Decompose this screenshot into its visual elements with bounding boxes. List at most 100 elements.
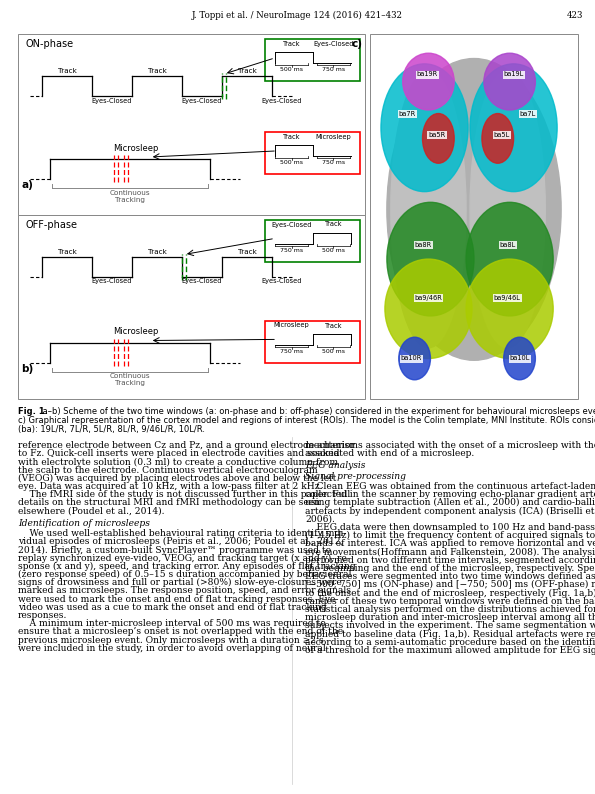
Text: performed on two different time intervals, segmented according to: performed on two different time interval… (305, 556, 595, 565)
Text: Continuous
Tracking: Continuous Tracking (109, 190, 151, 203)
Text: 750 ms: 750 ms (322, 160, 345, 165)
Text: Track: Track (148, 68, 167, 74)
Text: subjects involved in the experiment. The same segmentation was: subjects involved in the experiment. The… (305, 621, 595, 630)
Ellipse shape (466, 202, 553, 316)
Text: Signal pre-processing: Signal pre-processing (305, 472, 406, 480)
Bar (265, 39, 360, 81)
Text: ba9/46R: ba9/46R (415, 295, 443, 301)
Text: Eyes-Closed: Eyes-Closed (262, 279, 302, 284)
Text: a): a) (21, 179, 33, 190)
Text: replay synchronized eye-video, VEOG, and tracking target (x and y), re-: replay synchronized eye-video, VEOG, and… (18, 553, 350, 563)
Text: The fMRI side of the study is not discussed further in this paper. Full: The fMRI side of the study is not discus… (18, 490, 350, 499)
Text: 500 ms: 500 ms (322, 349, 345, 354)
Text: ba9/46L: ba9/46L (494, 295, 521, 301)
Text: 2014). Briefly, a custom-built SyncPlayer™ programme was used to: 2014). Briefly, a custom-built SyncPlaye… (18, 545, 331, 554)
Text: vidual episodes of microsleeps (Peiris et al., 2006; Poudel et al., 2012,: vidual episodes of microsleeps (Peiris e… (18, 538, 343, 546)
Text: mechanisms associated with the onset of a microsleep with those: mechanisms associated with the onset of … (305, 441, 595, 450)
Text: Continuous
Tracking: Continuous Tracking (109, 373, 151, 387)
Text: applied to baseline data (Fig. 1a,b). Residual artefacts were rejected: applied to baseline data (Fig. 1a,b). Re… (305, 630, 595, 638)
Text: signs of drowsiness and full or partial (>80%) slow-eye-closures were: signs of drowsiness and full or partial … (18, 578, 342, 588)
Text: were used to mark the onset and end of flat tracking responses. Eye-: were used to mark the onset and end of f… (18, 595, 339, 603)
Text: previous microsleep event. Only microsleeps with a duration ≥2 s: previous microsleep event. Only microsle… (18, 636, 324, 645)
Text: 500 ms: 500 ms (280, 160, 303, 165)
Text: Track: Track (58, 68, 76, 74)
Text: 2006).: 2006). (305, 515, 335, 523)
Text: A minimum inter-microsleep interval of 500 ms was required to: A minimum inter-microsleep interval of 5… (18, 619, 325, 628)
Text: EEG traces were segmented into two time windows defined as: EEG traces were segmented into two time … (305, 572, 595, 581)
Text: marked as microsleeps. The response position, speed, and error signals: marked as microsleeps. The response posi… (18, 587, 351, 596)
Text: responses.: responses. (18, 611, 67, 620)
Text: 500 ms: 500 ms (322, 248, 345, 252)
Ellipse shape (387, 202, 474, 316)
Ellipse shape (466, 259, 553, 359)
Text: Identification of microsleeps: Identification of microsleeps (18, 518, 150, 528)
Text: c) Graphical representation of the cortex model and regions of interest (ROIs). : c) Graphical representation of the corte… (18, 416, 595, 425)
Text: ba5L: ba5L (494, 132, 510, 138)
Text: ba7L: ba7L (519, 110, 536, 117)
Text: 750 ms: 750 ms (322, 67, 345, 72)
Text: (ba): 19L/R, 7L/R, 5L/R, 8L/R, 9/46L/R, 10L/R.: (ba): 19L/R, 7L/R, 5L/R, 8L/R, 9/46L/R, … (18, 425, 205, 434)
Ellipse shape (385, 259, 472, 359)
Text: Track: Track (325, 322, 342, 329)
Text: Track: Track (237, 68, 256, 74)
Text: Microsleep: Microsleep (274, 322, 309, 329)
Bar (370, 34, 578, 399)
Text: 750 ms: 750 ms (280, 248, 303, 252)
Text: ba10R: ba10R (401, 356, 422, 361)
Text: Eyes-Closed: Eyes-Closed (271, 222, 312, 228)
Text: Track: Track (237, 249, 256, 255)
Text: ba19R: ba19R (416, 71, 438, 78)
Text: 750 ms: 750 ms (280, 349, 303, 354)
Text: ON-phase: ON-phase (26, 39, 74, 49)
Ellipse shape (399, 337, 430, 380)
Text: ba8L: ba8L (500, 242, 516, 248)
Text: OFF-phase: OFF-phase (26, 219, 78, 229)
Ellipse shape (381, 64, 468, 191)
Text: Microsleep: Microsleep (112, 144, 158, 153)
Text: ranges of these two temporal windows were defined on the basis of a: ranges of these two temporal windows wer… (305, 596, 595, 606)
Text: the beginning and the end of the microsleep, respectively. Specifically,: the beginning and the end of the microsl… (305, 564, 595, 572)
Text: EEG analysis: EEG analysis (305, 461, 365, 470)
Text: Eyes-Closed: Eyes-Closed (262, 98, 302, 104)
Bar (265, 219, 360, 261)
Text: Track: Track (283, 41, 300, 47)
Text: bands of interest. ICA was applied to remove horizontal and vertical: bands of interest. ICA was applied to re… (305, 539, 595, 548)
Bar (265, 132, 360, 174)
Text: Fig. 1.: Fig. 1. (18, 407, 48, 416)
Ellipse shape (422, 114, 454, 164)
Text: elsewhere (Poudel et al., 2014).: elsewhere (Poudel et al., 2014). (18, 507, 164, 515)
Ellipse shape (387, 59, 561, 360)
Text: ba7R: ba7R (399, 110, 416, 117)
Text: [−500; 750] ms (ON-phase) and [−750; 500] ms (OFF-phase) relative: [−500; 750] ms (ON-phase) and [−750; 500… (305, 580, 595, 589)
Text: Eyes-Closed: Eyes-Closed (92, 98, 132, 104)
Text: statistical analysis performed on the distributions achieved for: statistical analysis performed on the di… (305, 605, 595, 614)
Text: b): b) (21, 364, 33, 374)
Text: 423: 423 (566, 11, 583, 20)
Text: to Fz. Quick-cell inserts were placed in electrode cavities and soaked: to Fz. Quick-cell inserts were placed in… (18, 449, 340, 458)
Text: Eyes-Closed: Eyes-Closed (92, 279, 132, 284)
Ellipse shape (482, 114, 513, 164)
Text: ba8R: ba8R (415, 242, 432, 248)
Text: reference electrode between Cz and Pz, and a ground electrode anterior: reference electrode between Cz and Pz, a… (18, 441, 355, 450)
Text: associated with end of a microsleep.: associated with end of a microsleep. (305, 449, 474, 458)
Text: J. Toppi et al. / NeuroImage 124 (2016) 421–432: J. Toppi et al. / NeuroImage 124 (2016) … (192, 11, 402, 20)
Ellipse shape (391, 71, 466, 348)
Text: sponse (x and y), speed, and tracking error. Any episodes of flat tracking: sponse (x and y), speed, and tracking er… (18, 562, 356, 571)
Text: Clean EEG was obtained from the continuous artefact-laden EEG: Clean EEG was obtained from the continuo… (305, 482, 595, 491)
Text: (VEOG) was acquired by placing electrodes above and below the left: (VEOG) was acquired by placing electrode… (18, 474, 336, 483)
Text: (zero response speed) of 0.5–15 s duration accompanied by behavioural: (zero response speed) of 0.5–15 s durati… (18, 570, 352, 579)
Text: the scalp to the electrode. Continuous vertical electrooculogram: the scalp to the electrode. Continuous v… (18, 465, 318, 475)
Text: video was used as a cue to mark the onset and end of flat tracking: video was used as a cue to mark the onse… (18, 603, 327, 612)
Text: according to a semi-automatic procedure based on the identification: according to a semi-automatic procedure … (305, 638, 595, 646)
Ellipse shape (403, 53, 454, 110)
Text: collected in the scanner by removing echo-planar gradient artefacts: collected in the scanner by removing ech… (305, 490, 595, 499)
Text: with electrolyte solution (0.3 ml) to create a conductive column from: with electrolyte solution (0.3 ml) to cr… (18, 457, 338, 467)
Text: Track: Track (148, 249, 167, 255)
Text: Eyes-Closed: Eyes-Closed (181, 279, 223, 284)
Ellipse shape (504, 337, 536, 380)
Text: Track: Track (325, 222, 342, 228)
Text: Microsleep: Microsleep (315, 134, 351, 140)
Text: ba10L: ba10L (510, 356, 530, 361)
Text: ba19L: ba19L (504, 71, 524, 78)
Text: microsleep duration and inter-microsleep interval among all the: microsleep duration and inter-microsleep… (305, 613, 595, 622)
